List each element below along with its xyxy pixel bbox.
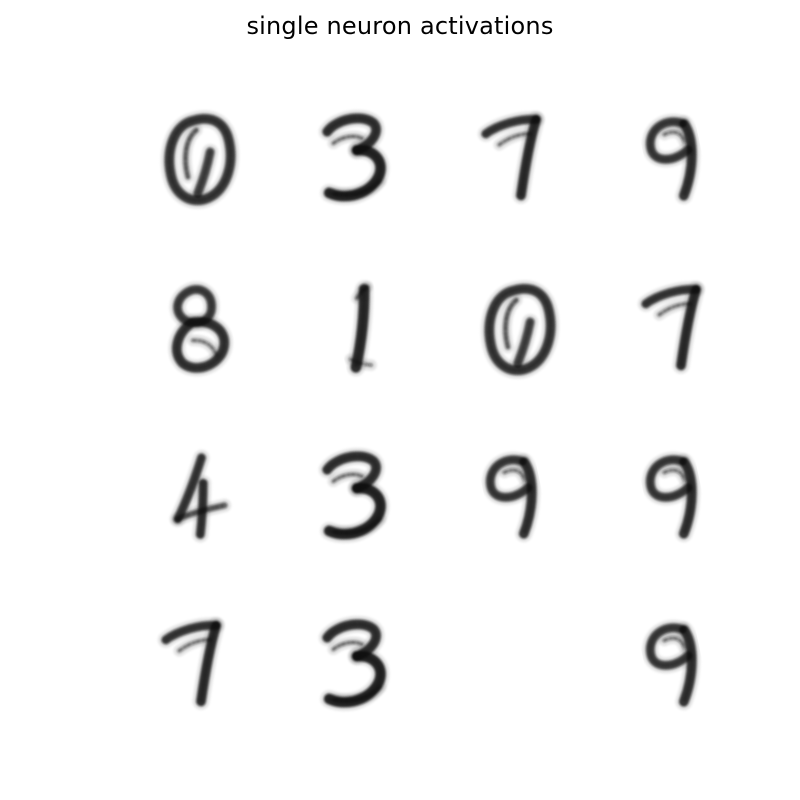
stroke-texture-2 (195, 149, 213, 196)
stroke-texture-3 (333, 517, 382, 534)
stroke-texture-0 (488, 457, 530, 500)
neuron-activation-tile (620, 434, 740, 554)
stroke-texture-1 (518, 117, 539, 198)
neuron-activation-tile (620, 96, 740, 216)
stroke-texture-1 (681, 459, 694, 536)
neuron-activation-tile (300, 434, 420, 554)
stroke-texture-0 (648, 119, 690, 162)
stroke-texture-1 (504, 298, 518, 349)
stroke-texture-2 (332, 473, 363, 483)
neuron-activation-tile (140, 96, 260, 216)
stroke-texture-1 (198, 623, 219, 704)
stroke-texture-2 (658, 302, 691, 316)
stroke-texture-2 (663, 131, 686, 143)
stroke-texture-2 (498, 132, 531, 146)
stroke-texture-1 (184, 128, 198, 179)
page-title: single neuron activations (246, 12, 554, 40)
stroke-texture-1 (355, 285, 369, 300)
neuron-activation-tile (300, 602, 420, 722)
stroke-texture-1 (521, 459, 534, 536)
neuron-activation-tile (140, 434, 260, 554)
neuron-activation-tile (300, 96, 420, 216)
stroke-texture-2 (191, 339, 218, 356)
activation-grid (100, 96, 740, 736)
stroke-texture-0 (167, 116, 233, 203)
stroke-texture-2 (198, 481, 206, 537)
stroke-texture-1 (678, 287, 699, 368)
stroke-texture-3 (333, 179, 382, 196)
neuron-activation-tile (460, 266, 580, 386)
stroke-texture-2 (332, 135, 363, 145)
stroke-texture-2 (332, 641, 363, 651)
stroke-texture-2 (503, 469, 526, 481)
stroke-texture-0 (648, 457, 690, 500)
neuron-activation-tile (460, 434, 580, 554)
stroke-texture-2 (663, 637, 686, 649)
neuron-activation-tile (140, 602, 260, 722)
stroke-texture-3 (333, 685, 382, 702)
stroke-texture-1 (681, 627, 694, 704)
stroke-texture-2 (178, 638, 211, 652)
neuron-activation-tile (460, 96, 580, 216)
stroke-texture-1 (174, 319, 227, 370)
stroke-texture-2 (663, 469, 686, 481)
stroke-texture-0 (648, 625, 690, 668)
neuron-activation-tile (140, 266, 260, 386)
neuron-activation-tile (620, 266, 740, 386)
neuron-activation-tile (300, 266, 420, 386)
stroke-texture-1 (681, 121, 694, 198)
stroke-texture-2 (349, 358, 373, 367)
neuron-activation-tile (620, 602, 740, 722)
stroke-texture-2 (515, 319, 533, 366)
stroke-texture-0 (487, 286, 553, 373)
